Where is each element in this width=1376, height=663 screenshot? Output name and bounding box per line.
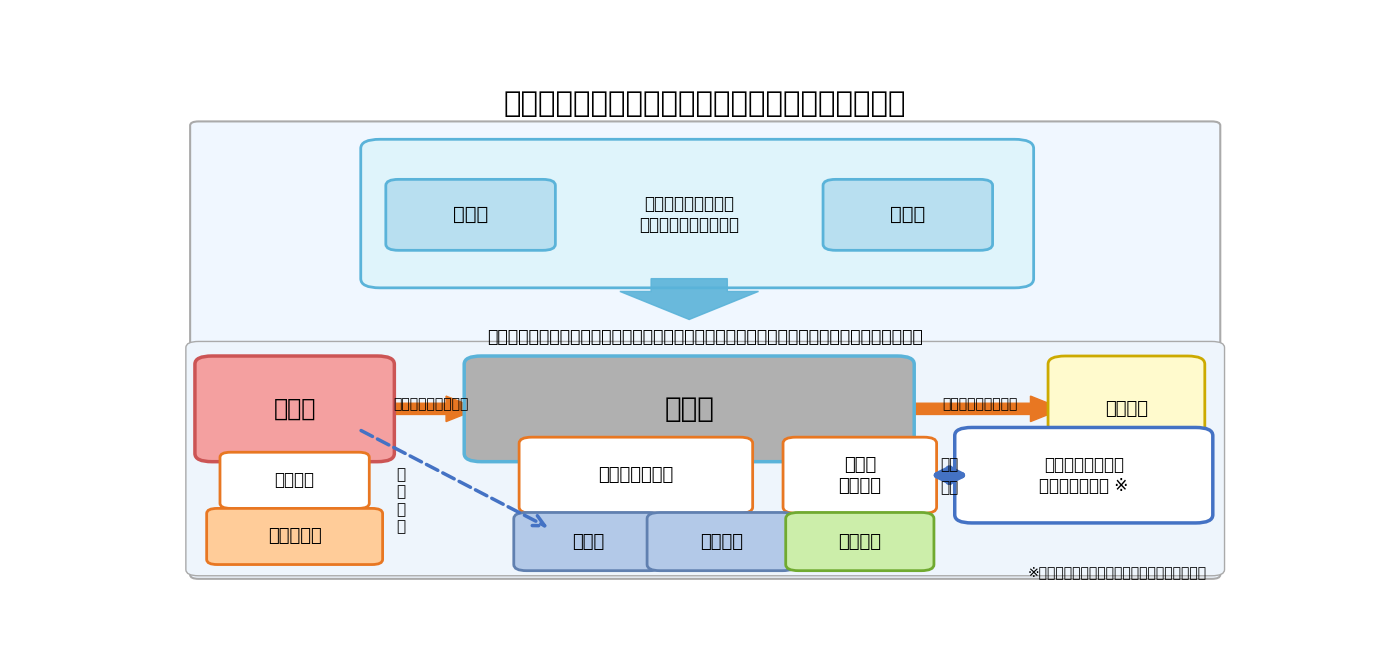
FancyBboxPatch shape: [361, 139, 1033, 288]
FancyBboxPatch shape: [195, 356, 395, 461]
FancyBboxPatch shape: [464, 356, 914, 461]
Text: 事
前
通
知: 事 前 通 知: [396, 467, 406, 534]
Text: 秋田県: 秋田県: [890, 206, 926, 224]
Text: 岩手県の災害廃棄物の受入れに関する基本的枠組み: 岩手県の災害廃棄物の受入れに関する基本的枠組み: [504, 90, 907, 118]
FancyBboxPatch shape: [513, 512, 662, 571]
Polygon shape: [561, 426, 593, 453]
Text: 再委託
（運搬）: 再委託 （運搬）: [838, 455, 882, 495]
FancyBboxPatch shape: [955, 428, 1212, 523]
Text: 事務委託: 事務委託: [275, 471, 315, 489]
FancyBboxPatch shape: [206, 509, 383, 564]
Polygon shape: [706, 501, 738, 518]
FancyBboxPatch shape: [783, 437, 937, 513]
Text: 岩手県と県が委託契約を締結し、県が処分を市町村又は事務組合に、運搬を民間業者に再委託: 岩手県と県が委託契約を締結し、県が処分を市町村又は事務組合に、運搬を民間業者に再…: [487, 328, 923, 346]
FancyBboxPatch shape: [823, 180, 992, 251]
Text: 委託（測定・分析）: 委託（測定・分析）: [943, 396, 1018, 411]
FancyBboxPatch shape: [786, 512, 934, 571]
FancyBboxPatch shape: [186, 341, 1225, 575]
Polygon shape: [572, 501, 604, 518]
FancyBboxPatch shape: [220, 452, 369, 509]
Text: 秋田県: 秋田県: [665, 395, 714, 423]
Text: 委託（処分・運搬）: 委託（処分・運搬）: [394, 396, 469, 411]
Text: 事務組合: 事務組合: [700, 532, 743, 550]
FancyBboxPatch shape: [647, 512, 795, 571]
Text: 市町村: 市町村: [572, 532, 604, 550]
Polygon shape: [381, 396, 477, 422]
Text: 秋田県災害廃棄物
処理支援協議会 ※: 秋田県災害廃棄物 処理支援協議会 ※: [1039, 455, 1128, 495]
Text: 推薦: 推薦: [940, 481, 959, 495]
Polygon shape: [900, 396, 1062, 422]
FancyBboxPatch shape: [385, 180, 556, 251]
Polygon shape: [277, 453, 314, 469]
Polygon shape: [281, 453, 283, 457]
Polygon shape: [305, 503, 310, 513]
Polygon shape: [619, 278, 758, 320]
Text: 岩手県: 岩手県: [274, 397, 316, 421]
Text: 再委託（処分）: 再委託（処分）: [599, 466, 673, 484]
Text: 岩手県: 岩手県: [453, 206, 488, 224]
Text: 検査機関: 検査機関: [1105, 400, 1148, 418]
Polygon shape: [305, 453, 310, 457]
FancyBboxPatch shape: [1049, 356, 1205, 461]
Polygon shape: [277, 503, 314, 518]
Text: 選定: 選定: [940, 457, 959, 473]
Text: ※秋田県と（社）秋田県産業廃棄物協会が設置: ※秋田県と（社）秋田県産業廃棄物協会が設置: [1028, 565, 1207, 579]
Text: 被災市町村: 被災市町村: [268, 528, 322, 546]
Polygon shape: [281, 503, 283, 513]
FancyBboxPatch shape: [190, 121, 1221, 579]
Text: 民間業者: 民間業者: [838, 532, 882, 550]
Text: 災害廃棄物の処理に
関する基本協定・覚書: 災害廃棄物の処理に 関する基本協定・覚書: [640, 196, 739, 234]
Polygon shape: [843, 426, 877, 453]
Polygon shape: [843, 501, 877, 518]
Polygon shape: [678, 426, 710, 453]
FancyBboxPatch shape: [519, 437, 753, 513]
